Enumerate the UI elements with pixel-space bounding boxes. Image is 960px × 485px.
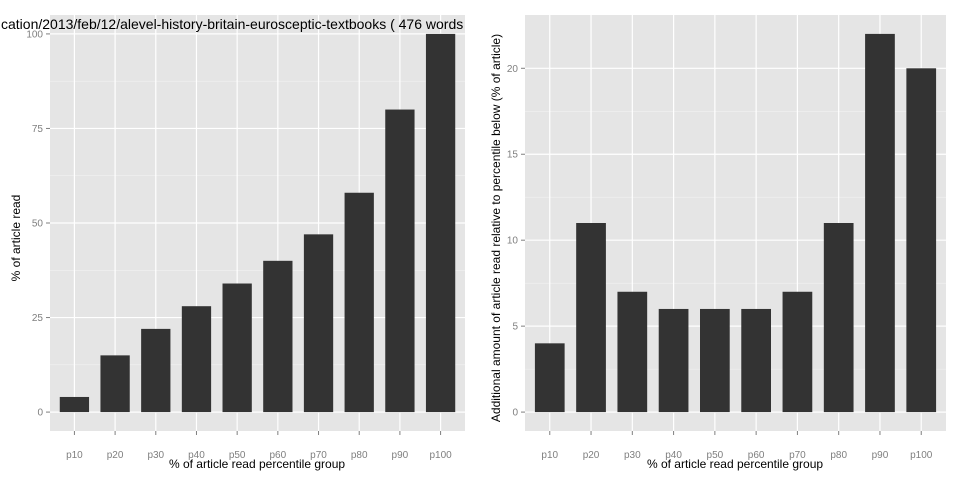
left-bar-p40 (181, 306, 212, 413)
right-x-tick-label: p50 (707, 450, 724, 461)
right-x-tick-label: p40 (665, 450, 682, 461)
right-y-tick-label: 5 (512, 322, 518, 333)
right-x-tick-label: p10 (541, 450, 558, 461)
right-x-tick-label: p100 (910, 450, 933, 461)
left-y-axis-title: % of article read (9, 195, 23, 282)
right-y-tick-label: 20 (507, 64, 519, 75)
left-x-tick-label: p20 (107, 450, 124, 461)
left-y-tick-label: 75 (32, 124, 44, 135)
left-bar-p50 (222, 283, 252, 413)
right-chart: 0 5 10 15 20 p10 p20 p30 p40 p50 p60 p70 p80 p90 p100… (489, 15, 946, 471)
right-y-tick-label: 0 (512, 408, 518, 419)
left-x-tick-label: p10 (66, 450, 83, 461)
right-bar-p30 (617, 291, 648, 413)
left-x-axis-title: % of article read percentile group (169, 457, 345, 471)
left-y-tick-label: 25 (32, 313, 44, 324)
left-x-tick-label: p90 (392, 450, 409, 461)
right-bar-p60 (741, 308, 771, 413)
right-bar-p100 (906, 68, 937, 413)
right-y-tick-label: 15 (507, 150, 519, 161)
left-bar-p70 (303, 234, 334, 413)
right-x-ticks: p10 p20 p30 p40 p50 p60 p70 p80 p90 p100 (541, 431, 933, 461)
left-x-tick-label: p70 (310, 450, 327, 461)
right-bar-p50 (700, 308, 730, 413)
right-bar-p40 (658, 308, 689, 413)
right-x-tick-label: p80 (830, 450, 847, 461)
left-bar-p90 (385, 109, 415, 413)
left-x-ticks: p10 p20 p30 p40 p50 p60 p70 p80 p90 p100 (66, 431, 452, 461)
left-bar-p20 (100, 355, 130, 413)
left-bars (59, 33, 456, 413)
left-bar-p100 (425, 33, 456, 413)
left-x-tick-label: p40 (188, 450, 205, 461)
right-x-axis-title: % of article read percentile group (647, 457, 823, 471)
left-chart-title: cation/2013/feb/12/alevel-history-britai… (1, 16, 463, 32)
right-x-tick-label: p60 (748, 450, 765, 461)
right-x-tick-label: p20 (583, 450, 600, 461)
left-y-tick-label: 100 (26, 29, 43, 40)
left-bar-p80 (344, 192, 374, 413)
right-y-axis-title: Additional amount of article read relati… (489, 34, 503, 422)
right-x-tick-label: p30 (624, 450, 641, 461)
left-x-tick-label: p60 (269, 450, 286, 461)
left-y-ticks: 0 25 50 75 100 (26, 29, 50, 419)
right-bar-p90 (865, 33, 895, 413)
right-y-tick-label: 10 (507, 236, 519, 247)
right-x-tick-label: p90 (872, 450, 889, 461)
right-bar-p70 (782, 291, 813, 413)
right-bars (534, 33, 937, 413)
left-x-tick-label: p30 (147, 450, 164, 461)
left-x-tick-label: p80 (351, 450, 368, 461)
left-bar-p10 (59, 396, 90, 413)
right-bar-p10 (534, 343, 565, 413)
left-bar-p60 (263, 260, 293, 413)
left-y-tick-label: 50 (32, 219, 44, 230)
left-bar-p30 (141, 328, 171, 413)
right-bar-p20 (576, 223, 606, 413)
left-y-tick-label: 0 (37, 408, 43, 419)
right-y-ticks: 0 5 10 15 20 (507, 64, 525, 419)
left-x-tick-label: p50 (229, 450, 246, 461)
right-bar-p80 (823, 223, 854, 413)
right-x-tick-label: p70 (789, 450, 806, 461)
left-x-tick-label: p100 (429, 450, 452, 461)
